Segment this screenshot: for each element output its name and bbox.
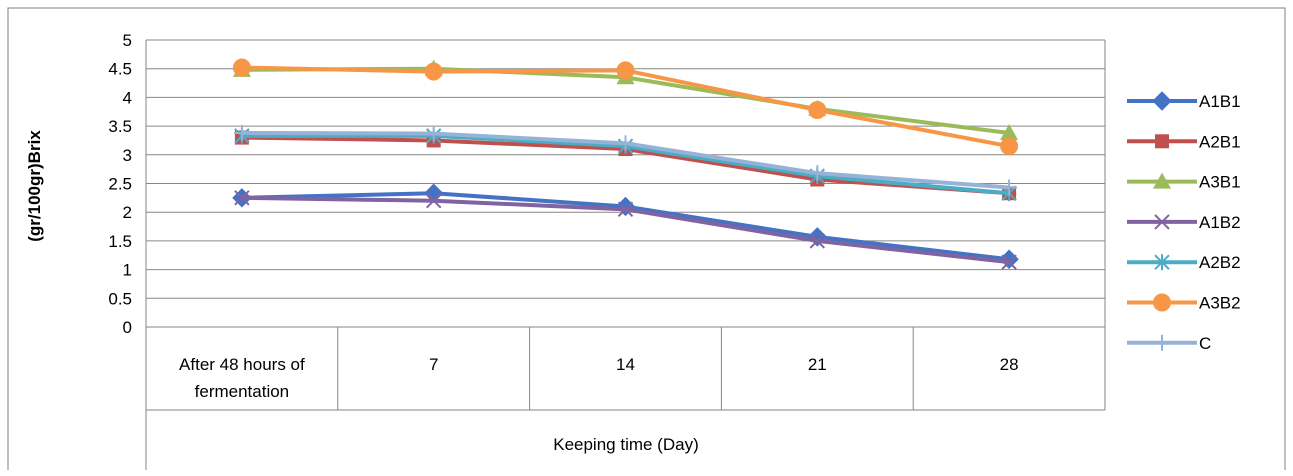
- legend-item: A3B1: [1127, 172, 1241, 192]
- marker-triangle: [1153, 172, 1171, 189]
- legend-item: A2B1: [1127, 132, 1241, 151]
- marker-x: [425, 193, 442, 209]
- legend-label: A1B1: [1199, 92, 1241, 111]
- series-a1b1: [232, 183, 1019, 269]
- legend-item: C: [1127, 334, 1211, 353]
- x-tick-label: 21: [808, 355, 827, 374]
- legend-item: A3B2: [1127, 293, 1241, 313]
- marker-circle: [424, 62, 443, 81]
- marker-circle: [1000, 137, 1019, 156]
- marker-x: [1154, 214, 1170, 230]
- axes: 0 0.5 1 1.5 2 2.5 3 3.5 4 4.5 5 After 48 hours of fe…: [108, 31, 1106, 470]
- y-tick-label: 2.5: [108, 175, 132, 194]
- marker-x: [1001, 254, 1017, 270]
- x-tick-label: 7: [429, 355, 438, 374]
- y-tick-label: 2: [123, 203, 132, 222]
- legend-label: A1B2: [1199, 213, 1241, 232]
- y-tick-label: 0: [123, 318, 132, 337]
- marker-plus: [1154, 334, 1170, 351]
- y-tick-label: 3: [123, 146, 132, 165]
- legend: A1B1 A2B1 A3B1 A1B2 A2B2 A3B2 C: [1127, 91, 1241, 353]
- legend-item: A1B2: [1127, 213, 1241, 232]
- x-tick-label: 14: [616, 355, 635, 374]
- series-a1b2: [234, 190, 1017, 270]
- marker-triangle: [1000, 123, 1019, 140]
- legend-label: A2B1: [1199, 132, 1241, 151]
- legend-label: A3B2: [1199, 294, 1241, 313]
- marker-circle: [616, 61, 635, 80]
- marker-plus: [425, 125, 442, 142]
- y-tick-label: 3.5: [108, 117, 132, 136]
- legend-item: A1B1: [1127, 91, 1241, 111]
- marker-circle: [232, 58, 251, 77]
- marker-circle: [808, 101, 827, 120]
- x-tick-label: 28: [1000, 355, 1019, 374]
- series-line: [241, 195, 1010, 265]
- y-axis-label: (gr/100gr)Brix: [25, 130, 44, 242]
- marker-x: [234, 190, 250, 206]
- x-tick-label: After 48 hours of: [179, 355, 305, 374]
- y-tick-label: 1: [123, 261, 132, 280]
- marker-x-stroke: [809, 233, 826, 249]
- series-c: [233, 124, 1018, 196]
- legend-item: A2B2: [1127, 253, 1241, 272]
- marker-x-stroke: [425, 193, 442, 209]
- x-tick-label: fermentation: [195, 382, 290, 401]
- marker-x: [809, 233, 826, 249]
- marker-square: [1155, 134, 1169, 149]
- marker-circle: [1153, 293, 1171, 312]
- series-a3b2: [232, 58, 1019, 156]
- marker-plus: [233, 124, 250, 141]
- series-layer: [232, 58, 1019, 270]
- legend-label: A3B1: [1199, 173, 1241, 192]
- marker-star: [1154, 254, 1170, 271]
- marker-plus: [809, 165, 826, 182]
- marker-diamond: [1152, 91, 1172, 111]
- marker-plus: [617, 135, 634, 152]
- chart-border: [7, 7, 1286, 470]
- marker-x-stroke: [1001, 254, 1017, 270]
- y-tick-label: 5: [123, 31, 132, 50]
- marker-x-stroke: [617, 201, 634, 218]
- marker-x: [617, 201, 634, 218]
- y-tick-label: 0.5: [108, 289, 132, 308]
- marker-plus: [1001, 179, 1018, 196]
- y-tick-label: 4: [123, 88, 132, 107]
- y-tick-label: 1.5: [108, 232, 132, 251]
- marker-diamond: [615, 196, 636, 217]
- marker-diamond: [999, 249, 1019, 269]
- y-tick-label: 4.5: [108, 60, 132, 79]
- marker-x-stroke: [1154, 214, 1170, 230]
- marker-x-stroke: [234, 190, 250, 206]
- legend-label: A2B2: [1199, 253, 1241, 272]
- legend-label: C: [1199, 334, 1211, 353]
- x-axis-label: Keeping time (Day): [553, 435, 699, 454]
